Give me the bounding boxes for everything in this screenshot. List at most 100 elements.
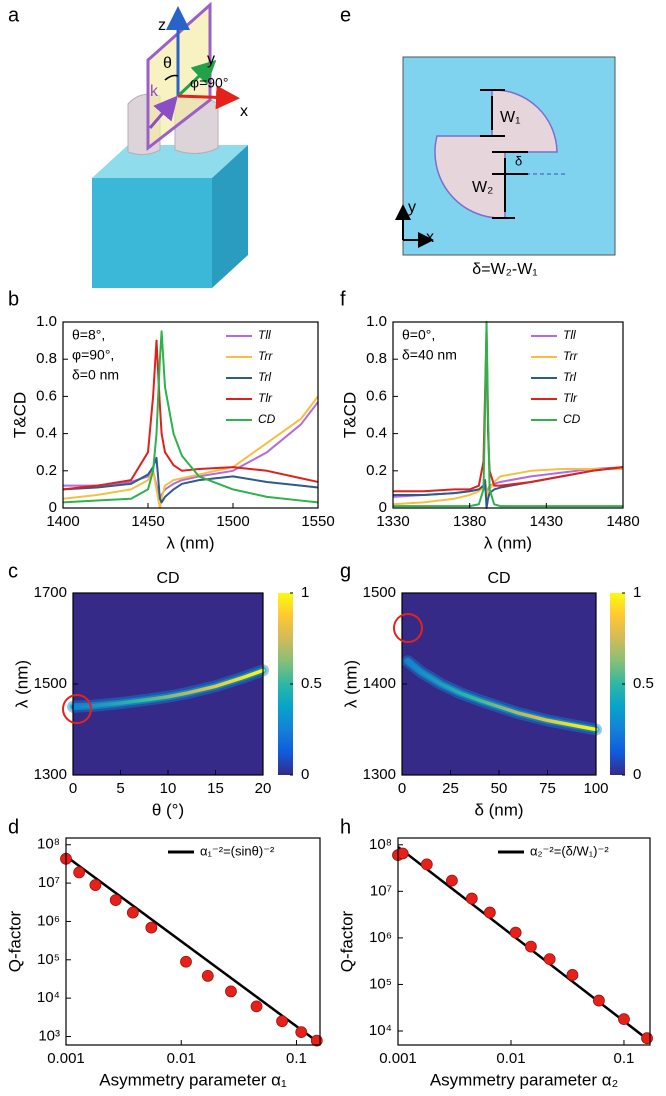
y-tick-label: 0	[379, 499, 387, 516]
legend-label: Tlr	[258, 391, 273, 405]
cd-ridge	[71, 668, 265, 709]
data-point	[641, 1032, 653, 1045]
y-tick-label: 1300	[34, 766, 67, 783]
data-point	[566, 969, 579, 981]
data-point	[483, 906, 496, 919]
theta-arc	[164, 74, 179, 81]
data-point	[295, 1026, 308, 1039]
annotation: θ=8°,	[72, 327, 105, 343]
colorbar-tick-label: 0.5	[301, 675, 322, 692]
series-line	[62, 339, 319, 491]
x-axis-label: λ (nm)	[484, 533, 532, 552]
data-point	[276, 1015, 288, 1028]
plot-frame	[62, 321, 319, 509]
x-tick-label: 50	[491, 780, 508, 797]
fit-line	[397, 845, 651, 1043]
data-point	[420, 858, 433, 871]
data-point	[89, 879, 102, 891]
relation-label: δ=W₂-W₁	[472, 261, 537, 278]
y-tick-label: 0.8	[366, 350, 387, 367]
y-axis-label: T&CD	[10, 392, 29, 438]
legend-label: Tlr	[563, 391, 578, 405]
data-point	[73, 866, 86, 879]
data-point	[126, 906, 139, 919]
data-point	[592, 994, 605, 1007]
axis-label: x	[426, 229, 434, 246]
y-tick-label: 0.6	[366, 387, 387, 404]
colorbar-tick-label: 1	[633, 584, 641, 601]
x-tick-label: 0	[69, 780, 77, 797]
colorbar	[278, 593, 293, 775]
dimension-label: W₁	[500, 109, 521, 126]
cube-side	[212, 145, 248, 288]
colorbar-tick-label: 1	[301, 584, 309, 601]
dimension-label: W₂	[472, 179, 493, 196]
x-tick-label: 1400	[46, 513, 79, 530]
colorbar-tick-label: 0.5	[633, 675, 654, 692]
series-line	[392, 467, 623, 506]
colorbar-tick-label: 0	[301, 766, 309, 783]
x-tick-label: 0.001	[47, 1050, 85, 1067]
panel-label: c	[8, 560, 18, 582]
legend-label: Trl	[258, 370, 271, 384]
y-tick-label: 1.0	[36, 313, 57, 330]
y-tick-label: 1500	[363, 584, 396, 601]
x-tick-label: 20	[255, 780, 272, 797]
highlight-circle	[62, 694, 92, 724]
panel-label: e	[340, 4, 351, 26]
y-axis-label: λ (nm)	[12, 660, 31, 708]
data-point	[109, 894, 122, 907]
annotation: δ=40 nm	[402, 347, 457, 363]
x-tick-label: 10	[160, 780, 177, 797]
x-tick-label: 0.01	[496, 1050, 525, 1067]
y-tick-label: 0.2	[366, 462, 387, 479]
data-point	[250, 1000, 263, 1013]
axis-label: y	[408, 199, 416, 216]
x-tick-label: 1480	[606, 513, 639, 530]
panel-label: h	[340, 816, 351, 838]
y-tick-label: 1700	[34, 584, 67, 601]
x-axis-label: δ (nm)	[474, 800, 523, 819]
x-tick-label: 0.01	[167, 1050, 196, 1067]
y-tick-label: 10³	[38, 1027, 60, 1044]
data-point	[543, 953, 556, 966]
cd-ridge	[406, 659, 598, 732]
x-tick-label: 100	[583, 780, 608, 797]
y-tick-label: 10⁶	[369, 929, 392, 946]
legend-label: Trl	[563, 370, 576, 384]
wavevector-label: k	[150, 83, 159, 100]
y-tick-label: 1500	[34, 675, 67, 692]
y-tick-label: 10⁵	[37, 951, 60, 968]
diagram-e: W₁ δ W₂ y x δ=W₂-W₁	[395, 56, 616, 278]
k-arrow	[148, 95, 178, 129]
fit-line	[65, 855, 321, 1045]
highlight-circle	[393, 613, 423, 643]
colorbar-tick-label: 0	[633, 766, 641, 783]
x-axis-arrow	[177, 85, 240, 110]
legend-label: Tll	[258, 328, 271, 342]
x-tick-label: 1430	[530, 513, 563, 530]
series-line	[62, 330, 319, 504]
chart-title: CD	[156, 570, 179, 587]
x-tick-label: 75	[539, 780, 556, 797]
data-point	[201, 970, 214, 982]
y-tick-label: 10⁷	[370, 882, 392, 899]
data-point	[509, 926, 522, 939]
panel-label: f	[340, 288, 346, 310]
y-tick-label: 10⁸	[37, 836, 60, 853]
legend-label: α₂⁻²=(δ/W₁)⁻²	[530, 843, 609, 858]
y-tick-label: 10⁶	[37, 912, 60, 929]
axis-label: z	[158, 17, 166, 34]
x-axis-label: Asymmetry parameter α₂	[430, 1070, 618, 1089]
x-tick-label: 15	[207, 780, 224, 797]
y-tick-label: 0.4	[36, 425, 57, 442]
y-axis-label: T&CD	[340, 392, 359, 438]
annotation: δ=0 nm	[72, 367, 119, 383]
legend-label: Trr	[258, 349, 273, 363]
data-point	[524, 940, 537, 953]
series-line	[62, 456, 319, 504]
x-tick-label: 0	[398, 780, 406, 797]
y-tick-label: 10⁷	[38, 874, 60, 891]
data-point	[145, 921, 158, 934]
